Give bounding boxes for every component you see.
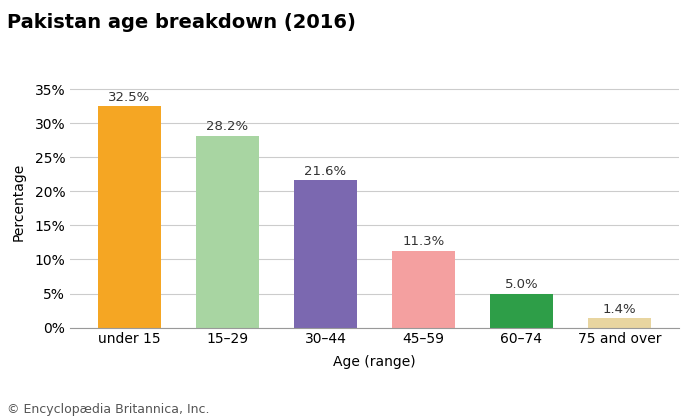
Text: 5.0%: 5.0% <box>505 278 538 291</box>
Bar <box>391 251 455 328</box>
Bar <box>98 106 162 328</box>
Text: 28.2%: 28.2% <box>206 120 248 133</box>
Text: 32.5%: 32.5% <box>108 91 150 104</box>
Text: 11.3%: 11.3% <box>402 235 444 248</box>
Text: 1.4%: 1.4% <box>603 303 636 316</box>
Y-axis label: Percentage: Percentage <box>12 163 26 241</box>
Text: © Encyclopædia Britannica, Inc.: © Encyclopædia Britannica, Inc. <box>7 403 209 416</box>
Text: Pakistan age breakdown (2016): Pakistan age breakdown (2016) <box>7 13 356 32</box>
Bar <box>489 294 553 328</box>
Bar <box>587 318 651 328</box>
Text: 21.6%: 21.6% <box>304 165 346 178</box>
Bar <box>294 181 358 328</box>
Bar <box>196 136 260 328</box>
X-axis label: Age (range): Age (range) <box>333 355 416 369</box>
